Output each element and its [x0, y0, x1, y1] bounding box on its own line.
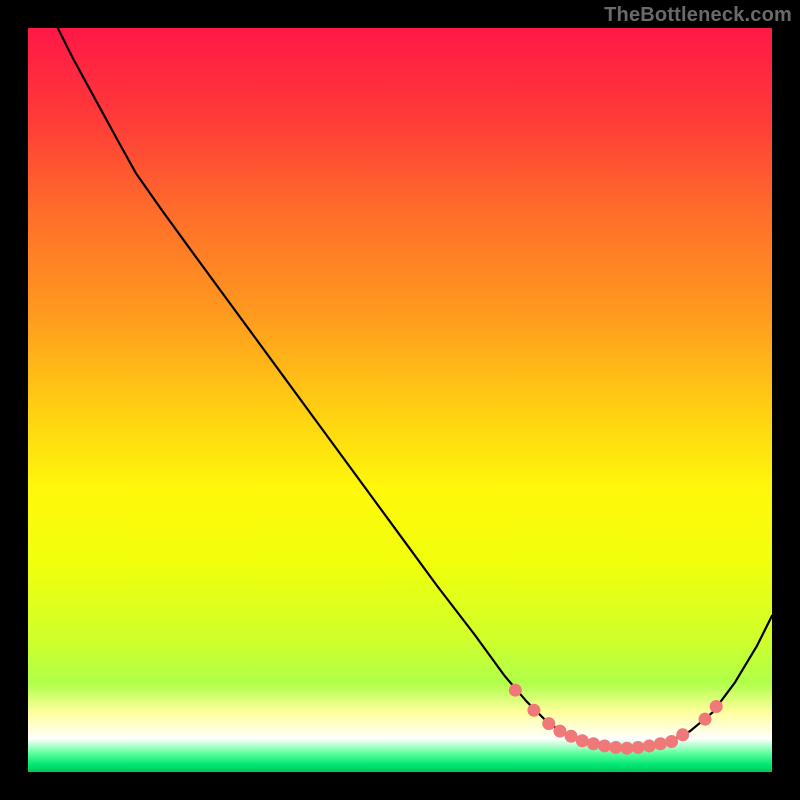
marker-dot [699, 713, 712, 726]
marker-dot [509, 684, 522, 697]
marker-dot [553, 725, 566, 738]
chart-container: { "watermark": { "text": "TheBottleneck.… [0, 0, 800, 800]
marker-dot [643, 739, 656, 752]
marker-dot [576, 734, 589, 747]
line-chart [28, 28, 772, 772]
marker-dot [587, 737, 600, 750]
marker-dot [676, 728, 689, 741]
marker-dot [598, 739, 611, 752]
marker-dot [620, 742, 633, 755]
marker-dot [609, 741, 622, 754]
marker-dot [632, 741, 645, 754]
marker-dot [654, 737, 667, 750]
plot-area [28, 28, 772, 772]
marker-dot [527, 704, 540, 717]
marker-dot [565, 730, 578, 743]
chart-background [28, 28, 772, 772]
watermark-text: TheBottleneck.com [604, 4, 792, 27]
marker-dot [542, 717, 555, 730]
marker-dot [665, 735, 678, 748]
marker-dot [710, 700, 723, 713]
